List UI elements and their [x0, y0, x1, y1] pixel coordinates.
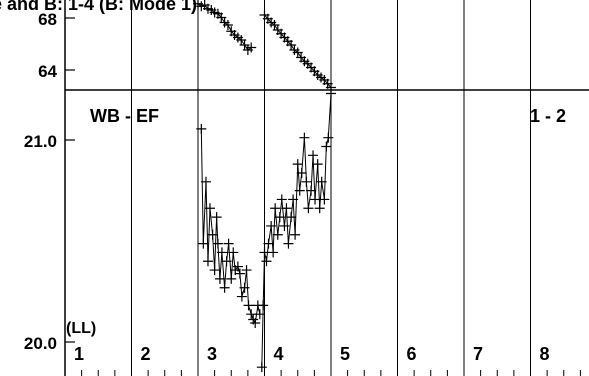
data-point: [272, 229, 283, 240]
data-point: [281, 203, 292, 214]
data-point: [312, 159, 323, 170]
data-point: [259, 247, 270, 258]
data-point: [290, 229, 301, 240]
x-column-label: 5: [340, 344, 350, 364]
x-column-label: 1: [74, 344, 84, 364]
data-point: [246, 42, 257, 53]
data-point: [274, 212, 285, 223]
data-point: [316, 176, 327, 187]
data-point: [314, 203, 325, 214]
data-point: [261, 256, 272, 267]
data-point: [323, 132, 334, 143]
y-tick-label: 68: [38, 10, 57, 29]
x-column-label: 8: [540, 344, 550, 364]
data-point: [204, 203, 215, 214]
data-point: [279, 220, 290, 231]
series-line: [261, 93, 332, 368]
x-column-label: 6: [407, 344, 417, 364]
x-column-label: 4: [274, 344, 284, 364]
data-point: [294, 185, 305, 196]
y-tick-label: 21.0: [24, 132, 57, 151]
data-point: [299, 132, 310, 143]
chart-title: e and B: 1-4 (B: Mode 1): [0, 0, 197, 14]
data-point: [266, 220, 277, 231]
data-point: [228, 247, 239, 258]
corner-label: (LL): [66, 320, 96, 337]
data-point: [256, 362, 267, 373]
panel-label-right: 1 - 2: [530, 106, 566, 126]
panel-label-left: WB - EF: [90, 106, 159, 126]
data-point: [286, 212, 297, 223]
data-point: [319, 194, 330, 205]
data-point: [236, 291, 247, 302]
data-point: [292, 159, 303, 170]
data-point: [303, 203, 314, 214]
data-point: [243, 300, 254, 311]
data-point: [268, 247, 279, 258]
plot-axes: [64, 0, 589, 376]
data-point: [222, 20, 233, 30]
data-point: [276, 194, 287, 205]
data-point: [308, 150, 319, 161]
data-point: [239, 282, 250, 293]
data-point: [209, 265, 220, 276]
data-point: [270, 203, 281, 214]
data-point: [296, 167, 307, 178]
data-point: [246, 309, 257, 320]
data-point: [321, 141, 332, 152]
plot-marks: [193, 0, 336, 373]
data-point: [288, 194, 299, 205]
series-line: [200, 128, 261, 325]
data-point: [241, 265, 252, 276]
data-point: [202, 256, 213, 267]
x-column-label: 3: [207, 344, 217, 364]
data-point: [226, 273, 237, 284]
y-tick-label: 20.0: [24, 334, 57, 353]
data-point: [211, 212, 222, 223]
y-tick-label: 64: [38, 62, 57, 81]
data-point: [263, 238, 274, 249]
data-point: [198, 238, 209, 249]
data-point: [258, 300, 269, 311]
x-column-label: 7: [473, 344, 483, 364]
data-point: [223, 238, 234, 249]
data-point: [301, 176, 312, 187]
data-point: [219, 282, 230, 293]
x-column-label: 2: [141, 344, 151, 364]
data-point: [212, 238, 223, 249]
data-point: [207, 229, 218, 240]
data-point: [234, 268, 245, 279]
data-point: [306, 185, 317, 196]
data-point: [232, 261, 243, 272]
data-point: [200, 176, 211, 187]
data-point: [326, 88, 336, 99]
data-point: [250, 318, 261, 329]
data-point: [283, 238, 294, 249]
data-point: [196, 123, 207, 134]
data-point: [214, 273, 225, 284]
data-point: [216, 247, 227, 258]
data-point: [310, 194, 321, 205]
data-point: [221, 256, 232, 267]
